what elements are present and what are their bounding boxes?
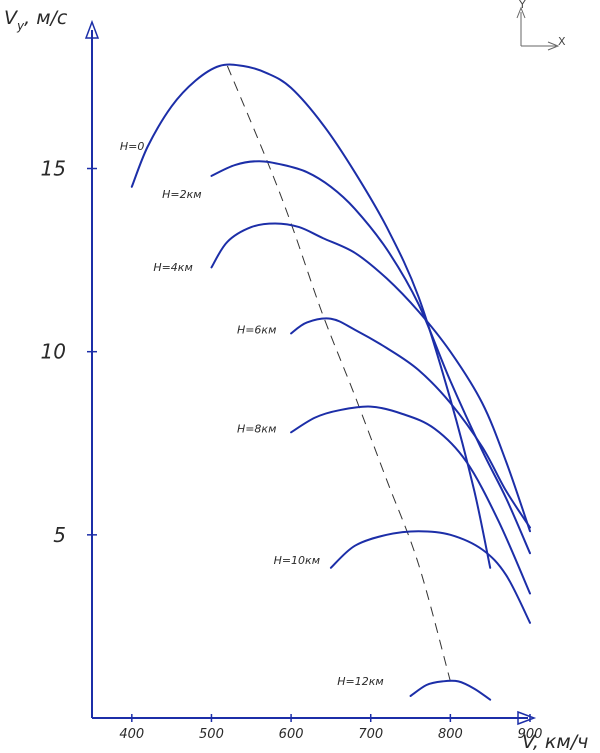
x-axis-title: V, км/ч bbox=[522, 731, 588, 753]
y-tick-label: 10 bbox=[41, 340, 66, 364]
x-tick-label: 900 bbox=[518, 727, 543, 742]
x-tick-label: 500 bbox=[199, 727, 224, 742]
x-axis-arrow bbox=[517, 710, 537, 726]
triad-x-label: X bbox=[558, 35, 566, 48]
series-group: H=0 H=2км H=4км H=6км H=8км H=10км H=12км bbox=[120, 63, 531, 701]
series-label: H=6км bbox=[237, 323, 276, 336]
y-axis-title: Vy, м/с bbox=[4, 7, 68, 33]
series-line bbox=[130, 63, 492, 569]
y-axis-arrow bbox=[84, 19, 100, 39]
series-line bbox=[329, 530, 531, 624]
series-line bbox=[409, 679, 492, 701]
tick-group: 5 10 15 400 500 600 700 800 900 bbox=[41, 157, 543, 742]
axis-triad-icon: Y X bbox=[516, 0, 566, 51]
series-line bbox=[210, 222, 531, 533]
triad-y-label: Y bbox=[518, 0, 526, 11]
x-tick-label: 800 bbox=[438, 727, 463, 742]
series-label: H=8км bbox=[237, 422, 276, 435]
optimum-line-group bbox=[226, 65, 451, 682]
series-line bbox=[290, 405, 531, 595]
series-label: H=2км bbox=[162, 188, 201, 201]
series-label: H=0 bbox=[120, 140, 145, 153]
x-tick-label: 700 bbox=[358, 727, 383, 742]
y-tick-label: 5 bbox=[53, 523, 66, 547]
series-label: H=10км bbox=[274, 554, 320, 567]
series-label: H=12км bbox=[337, 675, 383, 688]
x-tick-label: 400 bbox=[119, 727, 144, 742]
series-label: H=4км bbox=[153, 261, 192, 274]
series-line bbox=[290, 317, 531, 529]
optimum-dashed-line bbox=[226, 65, 451, 682]
series-line bbox=[210, 160, 531, 555]
y-tick-label: 15 bbox=[41, 157, 66, 181]
x-tick-label: 600 bbox=[279, 727, 304, 742]
